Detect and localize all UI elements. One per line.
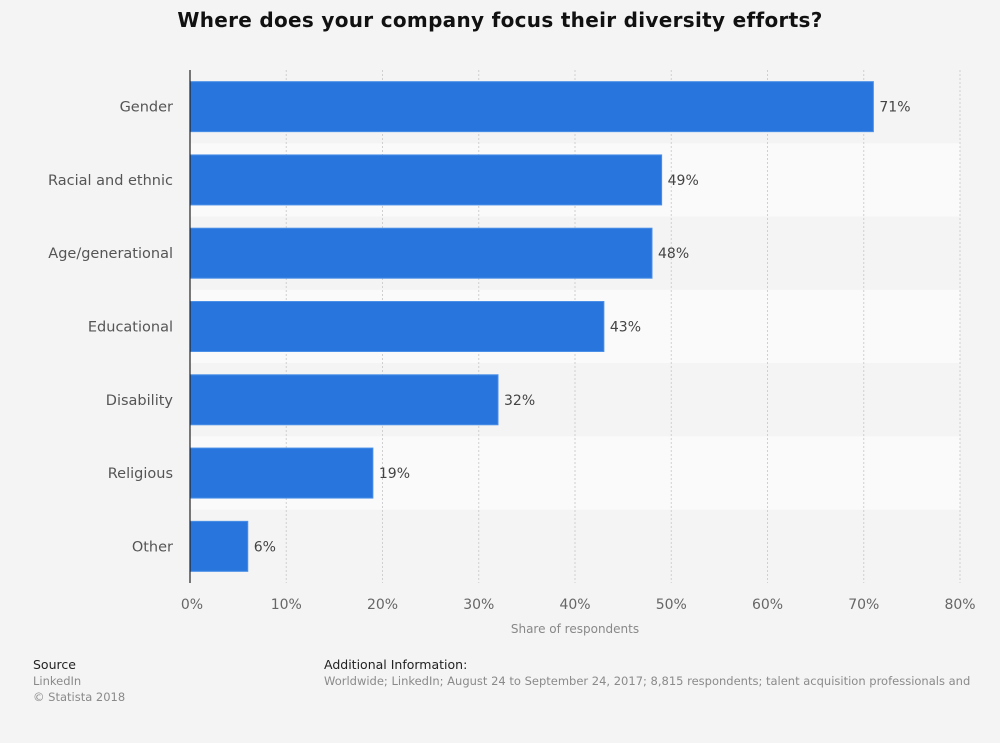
data-label: 6% bbox=[254, 539, 276, 555]
category-label: Age/generational bbox=[48, 246, 173, 262]
additional-info-text: Worldwide; LinkedIn; August 24 to Septem… bbox=[324, 674, 971, 688]
data-label: 49% bbox=[668, 173, 699, 189]
bar-chart: 0% 10% 20% 30% 40% 50% 60% 70% 80% 71% Gender 49% Ra… bbox=[48, 70, 976, 636]
chart-title: Where does your company focus their dive… bbox=[177, 8, 823, 32]
x-tick-label: 30% bbox=[463, 597, 494, 613]
x-tick-label: 20% bbox=[367, 597, 398, 613]
category-label: Gender bbox=[120, 100, 173, 116]
x-tick-label: 60% bbox=[752, 597, 783, 613]
category-label: Religious bbox=[108, 466, 173, 482]
data-label: 19% bbox=[379, 466, 410, 482]
x-tick-label: 0% bbox=[181, 597, 203, 613]
source-block: Source LinkedIn © Statista 2018 bbox=[33, 657, 125, 705]
data-label: 32% bbox=[504, 393, 535, 409]
data-label: 48% bbox=[658, 246, 689, 262]
bar-religious[interactable] bbox=[189, 447, 374, 499]
x-axis-title: Share of respondents bbox=[511, 622, 639, 636]
bar-gender[interactable] bbox=[189, 81, 874, 133]
x-tick-label: 10% bbox=[271, 597, 302, 613]
bar-disability[interactable] bbox=[189, 374, 499, 426]
bar-other[interactable] bbox=[189, 520, 249, 572]
data-label: 71% bbox=[879, 100, 910, 116]
x-tick-label: 50% bbox=[656, 597, 687, 613]
source-heading: Source bbox=[33, 657, 76, 672]
category-label: Educational bbox=[88, 320, 173, 336]
additional-info-block: Additional Information: Worldwide; Linke… bbox=[324, 657, 970, 689]
x-tick-label: 70% bbox=[848, 597, 879, 613]
copyright: © Statista 2018 bbox=[33, 690, 126, 704]
source-name[interactable]: LinkedIn bbox=[33, 674, 82, 688]
category-label: Disability bbox=[106, 393, 174, 409]
x-tick-label: 80% bbox=[944, 597, 975, 613]
category-label: Racial and ethnic bbox=[48, 173, 173, 189]
bar-age-generational[interactable] bbox=[189, 227, 653, 279]
additional-info-heading: Additional Information: bbox=[324, 657, 468, 672]
data-label: 43% bbox=[610, 320, 641, 336]
x-tick-label: 40% bbox=[559, 597, 590, 613]
bar-educational[interactable] bbox=[189, 301, 605, 352]
bar-racial-and-ethnic[interactable] bbox=[189, 154, 663, 206]
category-label: Other bbox=[132, 539, 173, 555]
